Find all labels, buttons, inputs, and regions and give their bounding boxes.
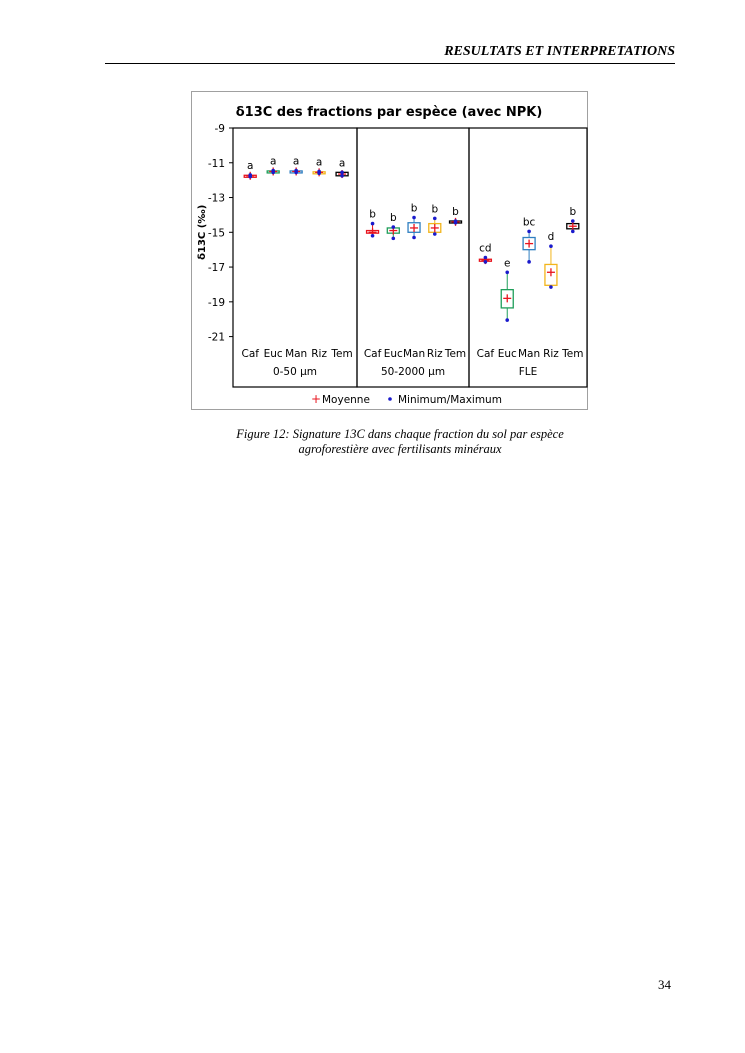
category-label: Man <box>518 348 540 360</box>
group-label: 50-2000 µm <box>381 366 445 378</box>
max-point <box>317 169 321 174</box>
min-point <box>527 260 531 264</box>
max-point <box>370 221 375 226</box>
caption-line-2: agroforestière avec fertilisants minérau… <box>298 442 502 456</box>
max-point <box>294 168 298 173</box>
max-point <box>453 219 458 223</box>
min-point <box>340 174 344 178</box>
group-label: 0-50 µm <box>273 366 317 378</box>
min-point <box>391 236 396 241</box>
y-tick-label: -13 <box>208 193 225 205</box>
category-label: Caf <box>241 348 259 360</box>
category-label: Euc <box>264 348 283 360</box>
y-axis-label: δ13C (‰) <box>197 205 208 260</box>
significance-letter: a <box>339 157 345 169</box>
category-label: Caf <box>477 348 495 360</box>
legend-minmax-label: Minimum/Maximum <box>398 394 502 406</box>
category-label: Riz <box>311 348 327 360</box>
category-label: Euc <box>384 348 403 360</box>
category-label: Riz <box>543 348 559 360</box>
group-label: FLE <box>519 366 538 378</box>
significance-letter: b <box>411 203 418 215</box>
header-rule <box>105 63 675 64</box>
max-point <box>527 229 531 234</box>
max-point <box>483 255 488 260</box>
y-tick-label: -19 <box>208 297 225 309</box>
category-label: Caf <box>364 348 382 360</box>
min-point <box>570 229 575 234</box>
significance-letter: e <box>504 257 510 269</box>
max-point <box>570 219 575 223</box>
max-point <box>391 225 396 229</box>
figure-caption: Figure 12: Signature 13C dans chaque fra… <box>190 427 610 457</box>
y-tick-label: -17 <box>208 262 225 274</box>
min-point <box>549 285 553 289</box>
y-tick-label: -9 <box>215 123 225 135</box>
significance-letter: d <box>548 231 555 243</box>
min-point <box>505 318 510 322</box>
legend-mean-label: Moyenne <box>322 394 370 406</box>
significance-letter: a <box>270 156 276 168</box>
max-point <box>412 215 416 220</box>
significance-letter: a <box>293 156 299 168</box>
caption-line-1: Figure 12: Signature 13C dans chaque fra… <box>236 427 564 441</box>
y-tick-label: -21 <box>208 332 225 344</box>
significance-letter: b <box>569 206 576 218</box>
max-point <box>432 216 437 221</box>
min-point <box>483 260 488 264</box>
y-tick-label: -15 <box>208 227 225 239</box>
min-point <box>432 232 437 236</box>
category-label: Riz <box>427 348 443 360</box>
panel-2 <box>468 127 588 388</box>
max-point <box>248 173 253 177</box>
category-label: Tem <box>444 348 466 360</box>
significance-letter: b <box>452 206 459 218</box>
significance-letter: a <box>316 156 322 168</box>
page-number: 34 <box>658 977 671 992</box>
category-label: Man <box>403 348 425 360</box>
significance-letter: bc <box>523 216 536 228</box>
max-point <box>505 270 510 275</box>
category-label: Man <box>285 348 307 360</box>
category-label: Tem <box>330 348 352 360</box>
legend-minmax-icon <box>388 397 392 401</box>
y-tick-label: -11 <box>208 158 225 170</box>
max-point <box>271 168 275 173</box>
category-label: Euc <box>498 348 517 360</box>
significance-letter: b <box>390 212 397 224</box>
category-label: Tem <box>561 348 583 360</box>
box-plot-chart: δ13C des fractions par espèce (avec NPK)… <box>191 91 588 410</box>
running-header: RESULTATS ET INTERPRETATIONS <box>444 44 675 59</box>
chart-frame <box>191 91 588 410</box>
significance-letter: a <box>247 160 253 172</box>
significance-letter: b <box>431 203 438 215</box>
max-point <box>549 244 553 249</box>
figure-chart: δ13C des fractions par espèce (avec NPK)… <box>191 91 588 410</box>
significance-letter: cd <box>479 243 491 255</box>
legend-mean-icon: + <box>311 392 321 406</box>
min-point <box>412 235 416 240</box>
max-point <box>340 170 344 175</box>
min-point <box>370 233 375 238</box>
significance-letter: b <box>369 209 376 221</box>
chart-title: δ13C des fractions par espèce (avec NPK) <box>236 105 543 120</box>
